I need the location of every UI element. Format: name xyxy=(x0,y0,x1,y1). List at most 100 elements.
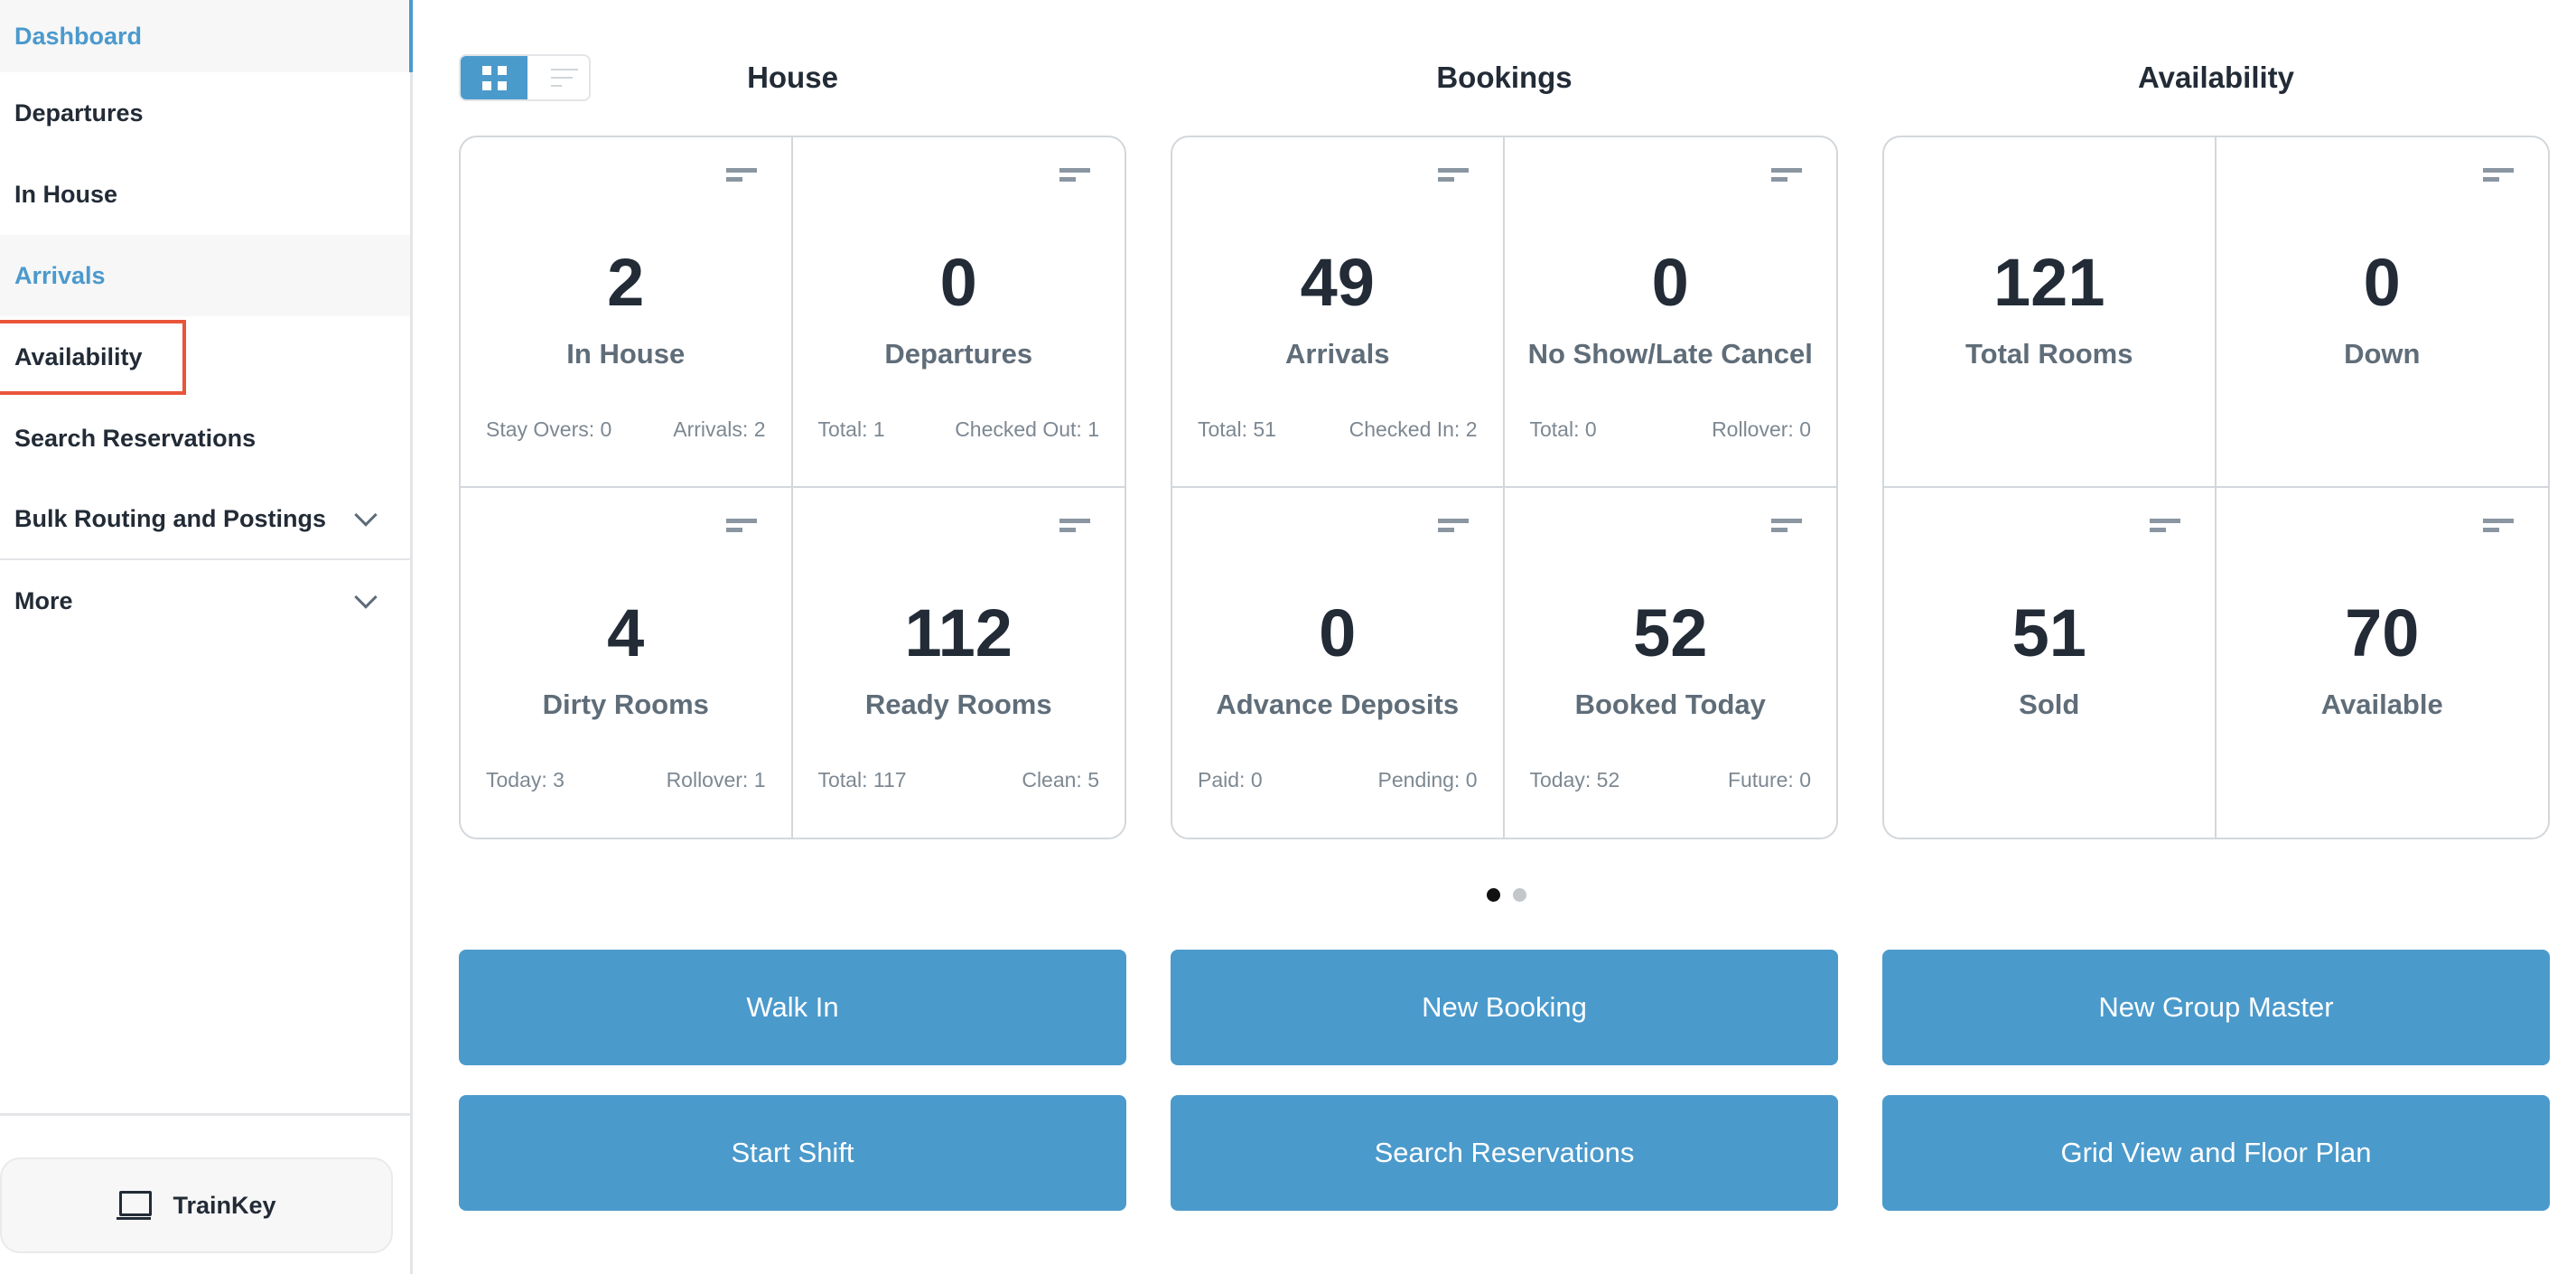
stat-footer-left: Today: 3 xyxy=(486,767,565,792)
stat-footer: Today: 52 Future: 0 xyxy=(1530,768,1812,792)
stat-footer: Today: 3 Rollover: 1 xyxy=(486,768,766,792)
sidebar-item-search-reservations[interactable]: Search Reservations xyxy=(0,398,410,479)
menu-icon[interactable] xyxy=(2149,518,2180,537)
stat-label: Sold xyxy=(2019,688,2080,720)
section-availability: Availability 121 Total Rooms 0 Down 51 Sold 70 A… xyxy=(1882,54,2550,839)
sidebar-item-bulk-routing[interactable]: Bulk Routing and Postings xyxy=(0,479,410,560)
stat-footer-left: Total: 51 xyxy=(1198,417,1276,441)
label: Availability xyxy=(0,319,186,395)
menu-icon[interactable] xyxy=(1771,518,1802,537)
stat-tile[interactable]: 0 Down xyxy=(2216,137,2548,488)
label: Dashboard xyxy=(14,22,143,50)
trainkey-label: TrainKey xyxy=(173,1191,276,1219)
start-shift-button[interactable]: Start Shift xyxy=(459,1095,1126,1211)
pager-dot-1[interactable] xyxy=(1487,888,1500,902)
stat-tile[interactable]: 0 No Show/Late Cancel Total: 0 Rollover: 0 xyxy=(1504,137,1836,488)
stat-footer-left: Total: 0 xyxy=(1529,417,1597,441)
stat-tile[interactable]: 121 Total Rooms xyxy=(1884,137,2217,488)
sidebar-item-in-house[interactable]: In House xyxy=(0,154,410,235)
menu-icon[interactable] xyxy=(725,518,757,537)
stat-value: 0 xyxy=(2363,245,2401,320)
stat-label: Ready Rooms xyxy=(864,688,1052,720)
sidebar-item-departures[interactable]: Departures xyxy=(0,72,410,154)
stat-footer-right: Future: 0 xyxy=(1727,767,1811,792)
section-house: House 2 In House Stay Overs: 0 Arrivals: 2 0 D… xyxy=(459,54,1126,839)
stat-value: 121 xyxy=(1993,245,2105,320)
section-bookings: Bookings 49 Arrivals Total: 51 Checked In: 2… xyxy=(1171,54,1838,839)
label: Arrivals xyxy=(14,261,106,289)
stat-footer: Total: 51 Checked In: 2 xyxy=(1198,417,1478,442)
stat-tile[interactable]: 49 Arrivals Total: 51 Checked In: 2 xyxy=(1172,137,1505,488)
grid-view-and-floor-plan-button[interactable]: Grid View and Floor Plan xyxy=(1882,1095,2550,1211)
walk-in-button[interactable]: Walk In xyxy=(459,950,1126,1065)
carousel-pager xyxy=(1487,888,1526,902)
stat-value: 112 xyxy=(904,595,1013,670)
stat-label: Booked Today xyxy=(1574,688,1766,720)
stat-footer: Paid: 0 Pending: 0 xyxy=(1198,768,1478,792)
stat-footer-left: Today: 52 xyxy=(1529,767,1620,792)
menu-icon[interactable] xyxy=(1437,168,1469,186)
stat-footer-left: Total: 117 xyxy=(817,767,907,792)
new-booking-button[interactable]: New Booking xyxy=(1171,950,1838,1065)
menu-icon[interactable] xyxy=(1437,518,1469,537)
label: In House xyxy=(14,180,118,208)
sidebar-footer: TrainKey xyxy=(0,1113,410,1274)
stat-footer-right: Clean: 5 xyxy=(1022,767,1099,792)
stats-card: 2 In House Stay Overs: 0 Arrivals: 2 0 Depart… xyxy=(459,136,1126,839)
new-group-master-button[interactable]: New Group Master xyxy=(1882,950,2550,1065)
stat-tile[interactable]: 4 Dirty Rooms Today: 3 Rollover: 1 xyxy=(461,487,793,838)
stat-value: 49 xyxy=(1300,245,1375,320)
stat-footer: Total: 0 Rollover: 0 xyxy=(1530,417,1812,442)
label: Departures xyxy=(14,98,144,126)
stat-footer-right: Rollover: 1 xyxy=(666,767,766,792)
chevron-down-icon xyxy=(354,503,378,527)
search-reservations-button[interactable]: Search Reservations xyxy=(1171,1095,1838,1211)
section-title: House xyxy=(747,61,838,94)
stat-value: 70 xyxy=(2345,595,2420,670)
section-title: Bookings xyxy=(1436,61,1573,94)
menu-icon[interactable] xyxy=(1059,518,1090,537)
laptop-icon xyxy=(117,1191,153,1220)
stat-tile[interactable]: 52 Booked Today Today: 52 Future: 0 xyxy=(1505,488,1837,838)
stat-tile[interactable]: 2 In House Stay Overs: 0 Arrivals: 2 xyxy=(461,137,793,488)
grid-view-button[interactable] xyxy=(461,56,527,99)
pager-dot-2[interactable] xyxy=(1513,888,1526,902)
stat-tile[interactable]: 112 Ready Rooms Total: 117 Clean: 5 xyxy=(793,488,1125,838)
sidebar-item-dashboard[interactable]: Dashboard xyxy=(0,0,413,72)
stat-footer-right: Checked In: 2 xyxy=(1349,417,1478,441)
menu-icon[interactable] xyxy=(2483,518,2514,537)
stat-footer: Total: 117 Clean: 5 xyxy=(818,768,1100,792)
list-view-button[interactable] xyxy=(527,56,589,99)
stat-footer: Stay Overs: 0 Arrivals: 2 xyxy=(486,417,766,442)
stat-label: No Show/Late Cancel xyxy=(1527,338,1813,370)
chevron-down-icon xyxy=(354,585,378,609)
stat-value: 52 xyxy=(1633,595,1708,670)
stat-value: 0 xyxy=(1319,595,1357,670)
stat-label: Advance Deposits xyxy=(1216,688,1460,720)
stat-tile[interactable]: 51 Sold xyxy=(1884,487,2217,838)
menu-icon[interactable] xyxy=(1771,168,1802,186)
stats-card: 49 Arrivals Total: 51 Checked In: 2 0 No Show… xyxy=(1171,136,1838,839)
stat-label: Departures xyxy=(884,338,1033,370)
section-title: Availability xyxy=(2137,61,2294,94)
stat-tile[interactable]: 70 Available xyxy=(2217,488,2549,838)
label: More xyxy=(14,586,73,614)
stat-value: 4 xyxy=(607,595,645,670)
sidebar-item-availability[interactable]: Availability xyxy=(0,316,410,398)
menu-icon[interactable] xyxy=(2483,168,2514,186)
sidebar: Dashboard Departures In House Arrivals A… xyxy=(0,0,413,1274)
stat-footer-right: Pending: 0 xyxy=(1377,767,1478,792)
stat-tile[interactable]: 0 Advance Deposits Paid: 0 Pending: 0 xyxy=(1172,487,1505,838)
menu-icon[interactable] xyxy=(1059,168,1090,186)
stat-footer-left: Stay Overs: 0 xyxy=(486,417,612,441)
stat-value: 0 xyxy=(1651,245,1689,320)
menu-icon[interactable] xyxy=(725,168,757,186)
stat-footer-right: Checked Out: 1 xyxy=(955,417,1099,441)
trainkey-button[interactable]: TrainKey xyxy=(0,1157,393,1253)
stat-value: 0 xyxy=(939,245,977,320)
view-toggle xyxy=(459,54,591,101)
sidebar-item-arrivals[interactable]: Arrivals xyxy=(0,235,410,316)
sidebar-item-more[interactable]: More xyxy=(0,560,410,642)
stat-footer-right: Rollover: 0 xyxy=(1712,417,1811,441)
stat-tile[interactable]: 0 Departures Total: 1 Checked Out: 1 xyxy=(792,137,1125,488)
